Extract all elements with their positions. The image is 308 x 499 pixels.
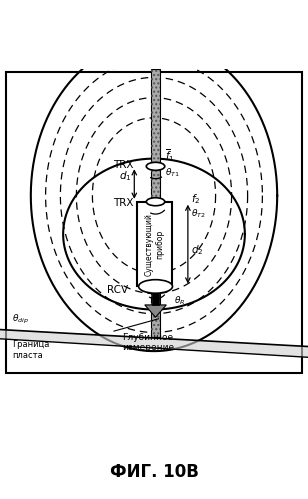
Text: TRX: TRX <box>113 160 134 170</box>
Text: RCV: RCV <box>107 284 128 294</box>
Text: $\theta_{T2}$: $\theta_{T2}$ <box>191 208 206 221</box>
Text: Граница
пласта: Граница пласта <box>12 340 50 360</box>
Ellipse shape <box>146 198 165 206</box>
Text: $\overline{f}_1$: $\overline{f}_1$ <box>165 147 175 164</box>
Text: $\theta_{dip}$: $\theta_{dip}$ <box>12 313 29 326</box>
Text: $d_1$: $d_1$ <box>119 170 131 183</box>
Text: $d_2$: $d_2$ <box>191 244 203 257</box>
Bar <box>152 293 159 305</box>
Text: Существующий
прибор: Существующий прибор <box>145 213 164 275</box>
Text: $\theta_R$: $\theta_R$ <box>174 294 185 306</box>
Polygon shape <box>0 329 308 357</box>
Bar <box>151 69 160 337</box>
Text: $f_2$: $f_2$ <box>191 192 201 206</box>
Polygon shape <box>145 305 166 317</box>
FancyBboxPatch shape <box>137 202 172 286</box>
Text: $\theta_{T1}$: $\theta_{T1}$ <box>165 166 180 179</box>
Text: ФИГ. 10В: ФИГ. 10В <box>110 463 198 481</box>
Ellipse shape <box>146 162 165 170</box>
Text: Глубинное
измерение: Глубинное измерение <box>122 333 174 352</box>
Bar <box>151 69 160 337</box>
Text: TRX: TRX <box>113 198 134 208</box>
Ellipse shape <box>139 279 172 293</box>
